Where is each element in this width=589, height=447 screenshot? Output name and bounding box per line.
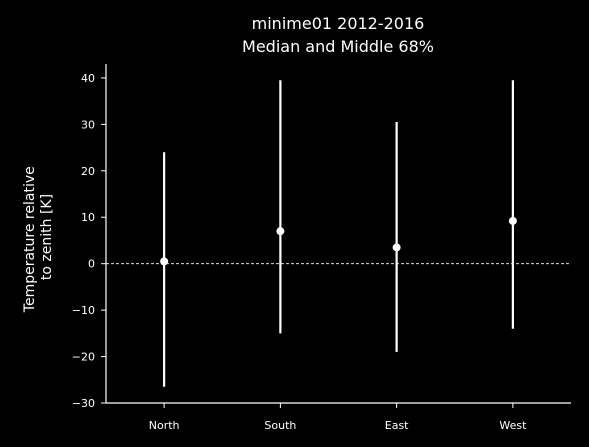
y-tick-label: −20 — [72, 351, 95, 364]
x-tick-label: West — [499, 419, 527, 432]
y-tick-label: 10 — [81, 211, 95, 224]
median-point — [276, 227, 285, 236]
chart-subtitle: Median and Middle 68% — [242, 37, 434, 56]
y-ticks: −30 −20 −10 0 10 20 30 40 — [72, 72, 106, 410]
y-tick-label: 20 — [81, 165, 95, 178]
chart-title: minime01 2012-2016 — [252, 14, 425, 33]
y-tick-label: 30 — [81, 118, 95, 131]
y-tick-label: −10 — [72, 304, 95, 317]
median-point — [160, 257, 169, 266]
y-tick-label: −30 — [72, 397, 95, 410]
x-tick-label: South — [264, 419, 296, 432]
axes — [105, 64, 571, 404]
x-ticks: North South East West — [149, 403, 527, 432]
y-tick-label: 0 — [88, 258, 95, 271]
y-axis-label-line-1: Temperature relative — [22, 166, 38, 313]
median-point — [392, 243, 401, 252]
y-axis-label-line-2: to zenith [K] — [39, 194, 55, 280]
error-bar-series — [160, 80, 517, 387]
median-point — [508, 216, 517, 225]
x-tick-label: East — [385, 419, 409, 432]
x-tick-label: North — [149, 419, 180, 432]
y-axis-label: Temperature relative to zenith [K] — [22, 162, 55, 313]
y-tick-label: 40 — [81, 72, 95, 85]
